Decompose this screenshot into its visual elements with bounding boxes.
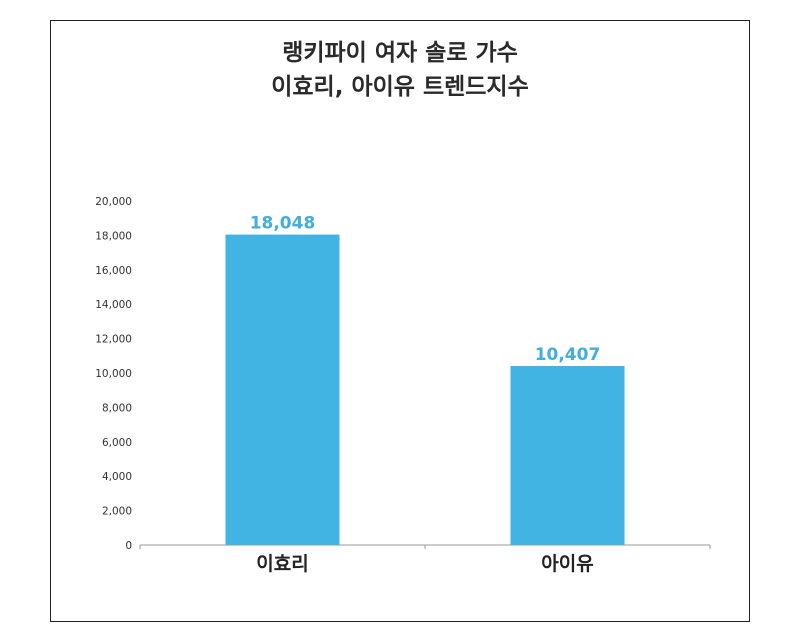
y-tick-label: 4,000 bbox=[102, 471, 132, 483]
chart-title: 랭키파이 여자 솔로 가수 이효리, 아이유 트렌드지수 bbox=[0, 36, 800, 104]
chart-title-line-2: 이효리, 아이유 트렌드지수 bbox=[271, 74, 529, 100]
y-tick-label: 20,000 bbox=[95, 196, 132, 208]
y-tick-label: 6,000 bbox=[102, 437, 132, 449]
y-tick-label: 12,000 bbox=[95, 334, 132, 346]
category-label: 아이유 bbox=[541, 553, 593, 575]
y-tick-label: 0 bbox=[125, 540, 132, 552]
chart-title-line-1: 랭키파이 여자 솔로 가수 bbox=[282, 40, 518, 66]
y-tick-label: 16,000 bbox=[95, 265, 132, 277]
y-tick-label: 2,000 bbox=[102, 506, 132, 518]
bar-value-label: 18,048 bbox=[250, 214, 316, 234]
y-tick-label: 10,000 bbox=[95, 368, 132, 380]
y-tick-label: 14,000 bbox=[95, 299, 132, 311]
y-tick-label: 8,000 bbox=[102, 402, 132, 414]
category-label: 이효리 bbox=[256, 553, 308, 575]
bar bbox=[510, 365, 625, 545]
chart-frame bbox=[50, 20, 750, 622]
bar-value-label: 10,407 bbox=[535, 345, 601, 365]
y-tick-label: 18,000 bbox=[95, 230, 132, 242]
bar bbox=[225, 234, 340, 545]
